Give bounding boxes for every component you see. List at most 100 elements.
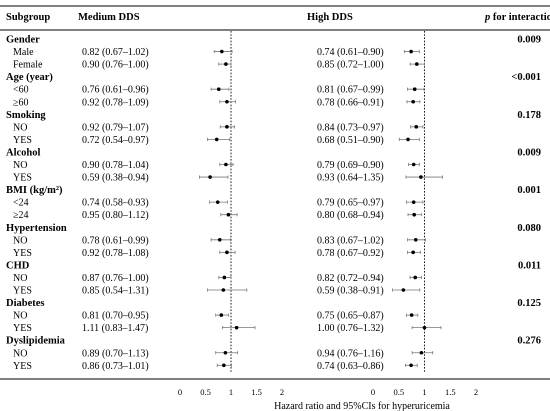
- header-medium-dds: Medium DDS: [78, 12, 140, 23]
- estimate-text-medium: 0.82 (0.67–1.02): [82, 47, 149, 58]
- header-p-for-interaction: p for interaction: [484, 12, 550, 23]
- p-interaction: <0.001: [511, 72, 541, 83]
- estimate-text-high: 0.68 (0.51–0.90): [317, 135, 384, 146]
- hr-point-medium: [217, 238, 222, 242]
- hr-point-high: [409, 313, 414, 317]
- group-label: BMI (kg/m²): [6, 185, 63, 196]
- estimate-text-high: 0.85 (0.72–1.00): [317, 60, 384, 71]
- hr-point-medium: [225, 99, 229, 104]
- hr-point-high: [411, 162, 416, 167]
- estimate-text-medium: 0.95 (0.80–1.12): [82, 210, 149, 221]
- estimate-text-high: 0.84 (0.73–0.97): [317, 122, 384, 133]
- estimate-text-medium: 0.87 (0.76–1.00): [82, 273, 149, 284]
- tick-label-medium-2: 1: [229, 387, 233, 397]
- level-label: NO: [13, 273, 27, 284]
- estimate-text-high: 0.79 (0.69–0.90): [317, 160, 384, 171]
- hr-point-medium: [224, 62, 228, 66]
- tick-label-high-1: 0.5: [393, 387, 404, 397]
- hr-point-medium: [234, 325, 239, 330]
- hr-point-high: [409, 49, 413, 54]
- hr-point-high: [419, 350, 424, 355]
- tick-label-high-3: 1.5: [445, 387, 456, 397]
- p-interaction: 0.178: [517, 110, 541, 121]
- estimate-text-medium: 0.85 (0.54–1.31): [82, 286, 149, 297]
- header-high-dds: High DDS: [307, 12, 353, 23]
- tick-label-high-2: 1: [422, 387, 426, 397]
- tick-label-high-4: 2: [474, 387, 478, 397]
- level-label: ≥60: [13, 97, 29, 108]
- hr-point-medium: [215, 200, 220, 204]
- group-label: Dyslipidemia: [6, 336, 66, 347]
- group-label: Alcohol: [6, 147, 41, 158]
- estimate-text-medium: 0.74 (0.58–0.93): [82, 198, 149, 209]
- hr-point-high: [411, 250, 415, 255]
- level-label: Male: [13, 47, 34, 58]
- p-interaction: 0.009: [517, 147, 541, 158]
- level-label: Female: [13, 60, 43, 71]
- hr-point-high: [409, 363, 413, 368]
- level-label: YES: [13, 248, 32, 259]
- estimate-text-high: 0.74 (0.63–0.86): [317, 361, 384, 372]
- hr-point-medium: [216, 87, 221, 91]
- level-label: <60: [13, 85, 29, 96]
- estimate-text-high: 0.81 (0.67–0.99): [317, 85, 384, 96]
- estimate-text-high: 0.80 (0.68–0.94): [317, 210, 384, 221]
- hr-point-high: [422, 325, 427, 330]
- hr-point-high: [414, 62, 419, 66]
- group-label: Hypertension: [6, 223, 67, 234]
- hr-point-medium: [225, 250, 229, 255]
- group-label: CHD: [6, 260, 30, 271]
- hr-point-medium: [221, 288, 226, 292]
- level-label: ≥24: [13, 210, 29, 221]
- hr-point-medium: [222, 363, 226, 368]
- hr-point-high: [411, 99, 415, 104]
- estimate-text-high: 0.59 (0.38–0.91): [317, 286, 384, 297]
- p-interaction: 0.011: [518, 260, 541, 271]
- p-interaction: 0.009: [517, 35, 541, 46]
- hr-point-medium: [225, 125, 229, 129]
- header-p-rest: for interaction: [490, 12, 550, 23]
- estimate-text-medium: 0.90 (0.78–1.04): [82, 160, 149, 171]
- group-label: Age (year): [6, 72, 53, 83]
- level-label: YES: [13, 361, 32, 372]
- estimate-text-high: 0.79 (0.65–0.97): [317, 198, 384, 209]
- hr-point-medium: [226, 212, 231, 217]
- hr-point-medium: [223, 350, 228, 355]
- hr-point-high: [401, 288, 406, 292]
- tick-label-high-0: 0: [371, 387, 375, 397]
- estimate-text-medium: 0.90 (0.76–1.00): [82, 60, 149, 71]
- estimate-text-medium: 0.92 (0.79–1.07): [82, 122, 149, 133]
- hr-point-medium: [220, 49, 224, 54]
- level-label: NO: [13, 311, 27, 322]
- group-label: Smoking: [6, 110, 46, 121]
- hr-point-medium: [222, 275, 227, 280]
- header-subgroup: Subgroup: [6, 12, 50, 23]
- hr-point-high: [411, 200, 416, 204]
- estimate-text-medium: 0.81 (0.70–0.95): [82, 311, 149, 322]
- estimate-text-high: 1.00 (0.76–1.32): [317, 323, 384, 334]
- estimate-text-high: 0.78 (0.66–0.91): [317, 97, 384, 108]
- tick-label-medium-4: 2: [280, 387, 284, 397]
- estimate-text-high: 0.83 (0.67–1.02): [317, 235, 384, 246]
- hr-point-high: [406, 137, 410, 142]
- level-label: NO: [13, 348, 27, 359]
- estimate-text-high: 0.75 (0.65–0.87): [317, 311, 384, 322]
- p-interaction: 0.001: [517, 185, 541, 196]
- level-label: <24: [13, 198, 29, 209]
- hr-point-high: [413, 275, 418, 280]
- p-interaction: 0.276: [517, 336, 541, 347]
- estimate-text-medium: 0.89 (0.70–1.13): [82, 348, 149, 359]
- hr-point-high: [413, 238, 418, 242]
- estimate-text-high: 0.82 (0.72–0.94): [317, 273, 384, 284]
- estimate-text-high: 0.78 (0.67–0.92): [317, 248, 384, 259]
- hr-point-high: [419, 175, 423, 179]
- level-label: YES: [13, 135, 32, 146]
- estimate-text-medium: 0.92 (0.78–1.09): [82, 97, 149, 108]
- estimate-text-medium: 0.86 (0.73–1.01): [82, 361, 149, 372]
- estimate-text-medium: 0.92 (0.78–1.08): [82, 248, 149, 259]
- hr-point-medium: [219, 313, 224, 317]
- group-label: Gender: [6, 35, 40, 46]
- estimate-text-high: 0.93 (0.64–1.35): [317, 173, 384, 184]
- hr-point-high: [414, 125, 419, 129]
